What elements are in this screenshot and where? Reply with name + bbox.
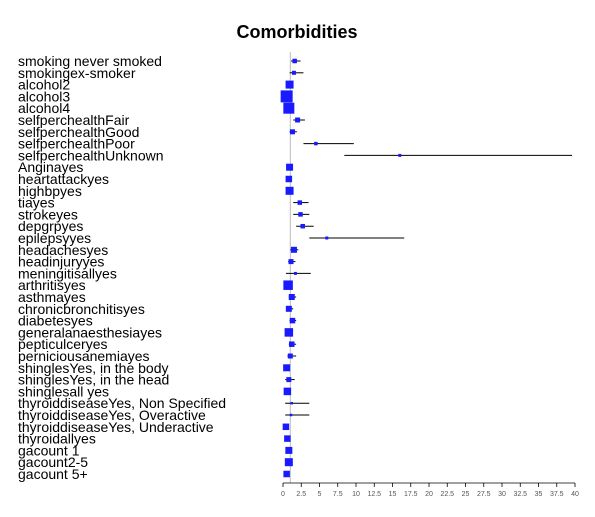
estimate-box: [280, 90, 293, 103]
estimate-box: [285, 186, 294, 195]
row-label: alcohol4: [18, 100, 70, 116]
row-labels: smoking never smokedsmokingex-smokeralco…: [18, 53, 226, 482]
estimate-box: [398, 153, 402, 157]
row-label: gacount 1: [18, 442, 80, 458]
row-label: thyroidallyes: [18, 431, 96, 447]
estimate-box: [287, 353, 293, 359]
row-label: thyroiddiseaseYes, Overactive: [18, 407, 206, 423]
estimate-box: [292, 58, 297, 64]
estimate-marks: [280, 58, 573, 478]
x-tick-label: 15: [389, 491, 397, 498]
estimate-box: [288, 294, 295, 300]
x-tick-label: 25: [462, 491, 470, 498]
x-tick-label: 40: [571, 491, 579, 498]
estimate-box: [297, 200, 303, 205]
estimate-box: [291, 70, 296, 75]
row-label: thyroiddiseaseYes, Underactive: [18, 419, 214, 435]
row-label: tiayes: [18, 195, 55, 211]
row-label: selfperchealthFair: [18, 112, 130, 128]
estimate-box: [325, 236, 329, 240]
estimate-box: [289, 413, 293, 417]
row-label: chronicbronchitisyes: [18, 301, 145, 317]
row-label: perniciousanemiayes: [18, 348, 150, 364]
row-label: headachesyes: [18, 242, 108, 258]
x-tick-label: 5: [318, 491, 322, 498]
row-label: gacount 5+: [18, 466, 88, 482]
estimate-box: [286, 377, 292, 383]
estimate-box: [285, 175, 293, 183]
estimate-box: [290, 246, 297, 253]
x-tick-label: 10: [352, 491, 360, 498]
x-tick-label: 27.5: [477, 491, 491, 498]
row-label: headinjuryyes: [18, 254, 104, 270]
x-tick-label: 22.5: [440, 491, 454, 498]
x-tick-label: 17.5: [404, 491, 418, 498]
row-label: smoking never smoked: [18, 53, 162, 69]
estimate-box: [295, 117, 301, 123]
estimate-box: [283, 102, 295, 114]
estimate-box: [298, 212, 303, 217]
row-label: heartattackyes: [18, 171, 109, 187]
row-label: shinglesall yes: [18, 383, 109, 399]
estimate-box: [284, 435, 291, 442]
row-label: smokingex-smoker: [18, 65, 136, 81]
row-label: gacount2-5: [18, 454, 88, 470]
estimate-box: [284, 458, 293, 467]
row-label: alcohol3: [18, 88, 70, 104]
estimate-box: [283, 280, 293, 290]
estimate-box: [282, 423, 290, 431]
x-tick-label: 32.5: [513, 491, 527, 498]
row-label: pepticulceryes: [18, 336, 108, 352]
row-label: epilepsyyes: [18, 230, 91, 246]
x-tick-label: 0: [281, 491, 285, 498]
row-label: shinglesYes, in the head: [18, 372, 169, 388]
x-tick-label: 30: [498, 491, 506, 498]
estimate-box: [289, 129, 295, 135]
x-tick-label: 20: [425, 491, 433, 498]
row-label: Anginayes: [18, 159, 83, 175]
estimate-box: [289, 341, 295, 347]
chart-title: Comorbidities: [236, 22, 357, 42]
row-label: alcohol2: [18, 77, 70, 93]
row-label: highbpyes: [18, 183, 82, 199]
estimate-box: [300, 223, 305, 229]
x-tick-label: 7.5: [333, 491, 343, 498]
x-axis: 0 2.5 5 7.5 10 12.5 15 17.5 20 22.5 25 27.5 30 32.5 35…: [281, 482, 579, 498]
row-label: strokeyes: [18, 206, 78, 222]
row-label: generalanaesthesiayes: [18, 324, 162, 340]
row-label: selfperchealthGood: [18, 124, 139, 140]
estimate-box: [283, 470, 290, 478]
x-tick-label: 2.5: [296, 491, 306, 498]
x-tick-label: 12.5: [367, 491, 381, 498]
row-label: diabetesyes: [18, 313, 93, 329]
estimate-box: [290, 401, 294, 405]
row-label: asthmayes: [18, 289, 86, 305]
estimate-box: [285, 446, 293, 454]
row-label: depgrpyes: [18, 218, 83, 234]
estimate-box: [286, 163, 294, 171]
estimate-box: [285, 305, 292, 312]
row-label: selfperchealthPoor: [18, 136, 135, 152]
row-label: selfperchealthUnknown: [18, 147, 164, 163]
x-tick-label: 37.5: [550, 491, 564, 498]
estimate-box: [314, 141, 318, 146]
estimate-box: [284, 328, 294, 337]
row-label: shinglesYes, in the body: [18, 360, 168, 376]
x-tick-label: 35: [535, 491, 543, 498]
row-label: thyroiddiseaseYes, Non Specified: [18, 395, 226, 411]
estimate-box: [289, 317, 296, 324]
estimate-box: [288, 259, 294, 265]
estimate-box: [283, 387, 292, 396]
estimate-box: [285, 80, 294, 89]
row-label: arthritisyes: [18, 277, 86, 293]
estimate-box: [283, 364, 291, 372]
estimate-box: [293, 271, 297, 275]
row-label: meningitisallyes: [18, 265, 117, 281]
